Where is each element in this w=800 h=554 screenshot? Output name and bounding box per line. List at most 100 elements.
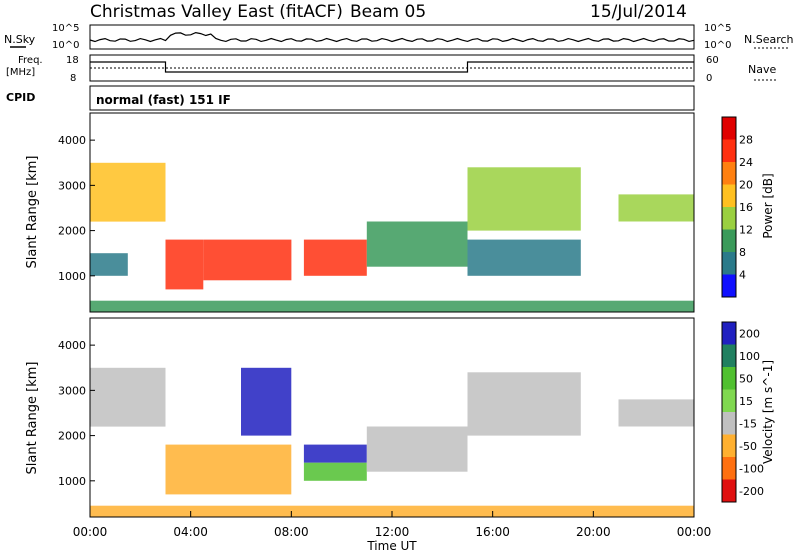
- power-y-axis: 1000 2000 3000 4000: [58, 134, 95, 283]
- y-tick-label: 4000: [58, 134, 86, 147]
- colorbar-tick-label: 4: [739, 269, 746, 282]
- colorbar-tick-label: 200: [739, 327, 760, 340]
- colorbar-swatch: [722, 162, 736, 185]
- colorbar-frame: [721, 116, 737, 298]
- heatmap-region: [303, 462, 367, 481]
- freq-label: Freq.: [18, 55, 43, 66]
- colorbar-swatch: [722, 479, 736, 502]
- colorbar-swatch: [722, 322, 736, 345]
- colorbar-tick-label: 8: [739, 246, 746, 259]
- nave-label: Nave: [748, 63, 776, 76]
- x-axis-label: Time UT: [366, 539, 417, 553]
- heatmap-region: [203, 239, 292, 281]
- y-tick-label: 1000: [58, 475, 86, 488]
- heatmap-region: [90, 367, 166, 427]
- heatmap-region: [366, 426, 468, 472]
- colorbar-tick-label: 50: [739, 372, 753, 385]
- heatmap-region: [618, 399, 694, 427]
- heatmap-region: [467, 167, 581, 231]
- velocity-colorbar: 200 100 50 15 -15 -50 -100 -200: [721, 321, 764, 503]
- chart-title: Christmas Valley East (fitACF): [90, 2, 343, 22]
- heatmap-region: [303, 444, 367, 463]
- colorbar-swatch: [722, 412, 736, 435]
- freq-unit-label: [MHz]: [6, 67, 35, 78]
- colorbar-tick-label: -50: [739, 440, 757, 453]
- heatmap-region: [90, 162, 166, 222]
- y-tick-label: 2000: [58, 430, 86, 443]
- nsky-label: N.Sky: [4, 33, 36, 46]
- noise-tick-right-top: 10^5: [704, 23, 731, 34]
- colorbar-tick-label: 16: [739, 201, 753, 214]
- colorbar-swatch: [722, 117, 736, 140]
- colorbar-swatch: [722, 229, 736, 252]
- noise-panel: [89, 24, 695, 50]
- heatmap-region: [618, 194, 694, 222]
- colorbar-swatch: [722, 184, 736, 207]
- heatmap-region: [303, 239, 367, 276]
- heatmap-region: [165, 444, 292, 495]
- x-tick-label: 16:00: [475, 525, 510, 539]
- date-label: 15/Jul/2014: [590, 2, 687, 22]
- heatmap-region: [366, 221, 468, 267]
- x-tick-label: 04:00: [173, 525, 208, 539]
- colorbar-frame: [721, 321, 737, 503]
- cpid-label: CPID: [6, 91, 35, 104]
- nave-tick-bottom: 0: [706, 73, 712, 84]
- colorbar-swatch: [722, 389, 736, 412]
- freq-tick-top: 18: [66, 55, 79, 66]
- colorbar-tick-label: 12: [739, 224, 753, 237]
- cpid-value: normal (fast) 151 IF: [96, 93, 231, 107]
- colorbar-tick-label: -100: [739, 462, 764, 475]
- y-tick-label: 1000: [58, 270, 86, 283]
- beam-label: Beam 05: [350, 2, 426, 22]
- heatmap-region: [165, 239, 204, 290]
- heatmap-region: [90, 300, 694, 312]
- power-panel-frame: [89, 112, 695, 313]
- velocity-ylabel: Slant Range [km]: [25, 362, 40, 475]
- x-tick-label: 08:00: [274, 525, 309, 539]
- x-tick-label: 12:00: [375, 525, 410, 539]
- colorbar-swatch: [722, 252, 736, 275]
- colorbar-tick-label: 15: [739, 395, 753, 408]
- heatmap-region: [90, 253, 128, 276]
- colorbar-swatch: [722, 367, 736, 390]
- nsearch-label: N.Search: [744, 33, 794, 46]
- power-ylabel: Slant Range [km]: [25, 156, 40, 269]
- colorbar-tick-label: 28: [739, 134, 753, 147]
- power-heatmap: [90, 162, 694, 312]
- cpid-panel: [89, 85, 695, 111]
- colorbar-swatch: [722, 139, 736, 162]
- noise-line: [89, 31, 695, 43]
- nave-tick-top: 60: [706, 55, 719, 66]
- colorbar-swatch: [722, 274, 736, 297]
- colorbar-tick-label: -200: [739, 485, 764, 498]
- colorbar-tick-label: -15: [739, 417, 757, 430]
- colorbar-swatch: [722, 434, 736, 457]
- noise-tick-left-bottom: 10^0: [52, 40, 79, 51]
- velocity-y-axis: 1000 2000 3000 4000: [58, 339, 95, 488]
- colorbar-tick-label: 24: [739, 156, 753, 169]
- y-tick-label: 3000: [58, 179, 86, 192]
- power-colorbar-label: Power [dB]: [761, 173, 775, 238]
- heatmap-region: [241, 367, 292, 436]
- x-tick-label: 00:00: [73, 525, 108, 539]
- y-tick-label: 3000: [58, 384, 86, 397]
- colorbar-swatch: [722, 207, 736, 230]
- velocity-colorbar-label: Velocity [m s^-1]: [761, 360, 775, 464]
- freq-line: [90, 61, 694, 73]
- x-tick-label: 20:00: [576, 525, 611, 539]
- velocity-heatmap: [90, 367, 694, 517]
- x-axis: 00:00 04:00 08:00 12:00 16:00 20:00 00:00: [73, 511, 712, 539]
- colorbar-tick-label: 100: [739, 350, 760, 363]
- colorbar-swatch: [722, 344, 736, 367]
- heatmap-region: [467, 239, 581, 276]
- colorbar-tick-label: 20: [739, 179, 753, 192]
- noise-tick-right-bottom: 10^0: [704, 40, 731, 51]
- freq-tick-bottom: 8: [70, 73, 76, 84]
- noise-tick-left-top: 10^5: [52, 23, 79, 34]
- x-tick-label: 00:00: [677, 525, 712, 539]
- heatmap-region: [467, 372, 581, 436]
- y-tick-label: 2000: [58, 225, 86, 238]
- colorbar-swatch: [722, 457, 736, 480]
